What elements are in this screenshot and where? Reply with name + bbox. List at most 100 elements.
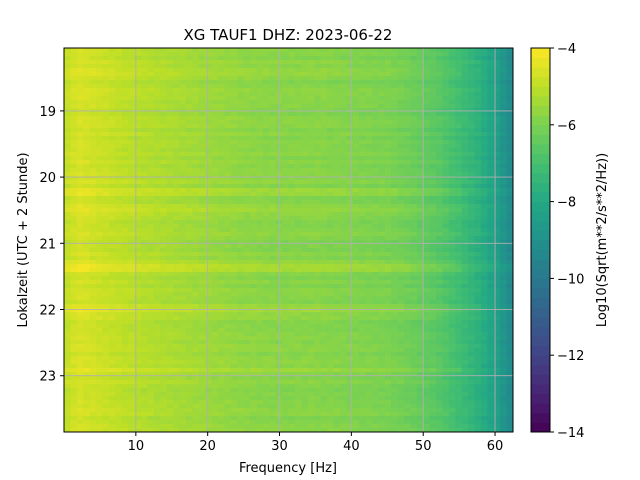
heatmap-cell — [480, 120, 488, 125]
heatmap-cell — [108, 148, 116, 153]
heatmap-cell — [346, 100, 354, 105]
heatmap-cell — [346, 320, 354, 325]
heatmap-cell — [352, 64, 360, 69]
heatmap-cell — [96, 52, 104, 57]
heatmap-cell — [160, 152, 168, 157]
heatmap-cell — [416, 104, 424, 109]
heatmap-cell — [410, 180, 418, 185]
heatmap-cell — [506, 48, 513, 53]
heatmap-cell — [147, 320, 155, 325]
heatmap-cell — [134, 72, 142, 77]
heatmap-cell — [455, 308, 463, 313]
heatmap-cell — [352, 168, 360, 173]
heatmap-cell — [423, 76, 431, 81]
heatmap-cell — [262, 96, 270, 101]
heatmap-cell — [506, 296, 513, 301]
heatmap-cell — [436, 304, 444, 309]
heatmap-cell — [89, 128, 97, 133]
heatmap-cell — [397, 288, 405, 293]
heatmap-cell — [339, 196, 347, 201]
heatmap-cell — [230, 188, 238, 193]
heatmap-cell — [108, 92, 116, 97]
heatmap-cell — [416, 96, 424, 101]
heatmap-cell — [339, 296, 347, 301]
heatmap-cell — [468, 84, 476, 89]
heatmap-cell — [314, 176, 322, 181]
heatmap-cell — [102, 216, 110, 221]
heatmap-cell — [147, 276, 155, 281]
heatmap-cell — [224, 84, 232, 89]
heatmap-cell — [506, 292, 513, 297]
heatmap-cell — [500, 280, 508, 285]
heatmap-cell — [455, 176, 463, 181]
heatmap-cell — [134, 48, 142, 53]
heatmap-cell — [96, 328, 104, 333]
heatmap-cell — [416, 192, 424, 197]
heatmap-cell — [384, 172, 392, 177]
heatmap-cell — [70, 292, 78, 297]
heatmap-cell — [294, 328, 302, 333]
heatmap-cell — [333, 60, 341, 65]
heatmap-cell — [224, 284, 232, 289]
heatmap-cell — [455, 256, 463, 261]
heatmap-cell — [185, 320, 193, 325]
heatmap-cell — [243, 224, 251, 229]
heatmap-cell — [217, 320, 225, 325]
heatmap-cell — [326, 328, 334, 333]
heatmap-cell — [442, 188, 450, 193]
heatmap-cell — [160, 256, 168, 261]
heatmap-cell — [487, 220, 495, 225]
heatmap-cell — [391, 136, 399, 141]
heatmap-cell — [352, 324, 360, 329]
heatmap-cell — [140, 220, 148, 225]
heatmap-cell — [384, 224, 392, 229]
heatmap-cell — [134, 304, 142, 309]
heatmap-cell — [205, 280, 213, 285]
heatmap-cell — [384, 80, 392, 85]
heatmap-cell — [262, 152, 270, 157]
heatmap-cell — [230, 104, 238, 109]
heatmap-cell — [76, 88, 84, 93]
heatmap-cell — [403, 292, 411, 297]
heatmap-cell — [83, 332, 91, 337]
heatmap-cell — [282, 296, 290, 301]
heatmap-cell — [250, 88, 258, 93]
heatmap-cell — [121, 220, 129, 225]
heatmap-cell — [346, 264, 354, 269]
heatmap-cell — [185, 256, 193, 261]
heatmap-cell — [371, 252, 379, 257]
heatmap-cell — [243, 52, 251, 57]
heatmap-cell — [96, 320, 104, 325]
heatmap-cell — [115, 272, 123, 277]
heatmap-cell — [198, 156, 206, 161]
heatmap-cell — [192, 204, 200, 209]
heatmap-cell — [480, 152, 488, 157]
heatmap-cell — [211, 100, 219, 105]
heatmap-cell — [384, 120, 392, 125]
heatmap-cell — [96, 172, 104, 177]
heatmap-cell — [468, 148, 476, 153]
heatmap-cell — [269, 156, 277, 161]
heatmap-cell — [153, 180, 161, 185]
heatmap-cell — [166, 192, 174, 197]
heatmap-cell — [346, 244, 354, 249]
heatmap-cell — [185, 216, 193, 221]
heatmap-cell — [493, 104, 501, 109]
heatmap-cell — [185, 248, 193, 253]
heatmap-cell — [423, 316, 431, 321]
heatmap-cell — [474, 236, 482, 241]
heatmap-cell — [410, 104, 418, 109]
heatmap-cell — [448, 164, 456, 169]
heatmap-cell — [192, 220, 200, 225]
heatmap-cell — [198, 276, 206, 281]
heatmap-cell — [391, 220, 399, 225]
heatmap-cell — [179, 192, 187, 197]
heatmap-cell — [115, 244, 123, 249]
heatmap-cell — [108, 188, 116, 193]
heatmap-cell — [403, 288, 411, 293]
heatmap-cell — [134, 188, 142, 193]
heatmap-cell — [416, 84, 424, 89]
heatmap-cell — [506, 96, 513, 101]
heatmap-cell — [102, 144, 110, 149]
heatmap-cell — [365, 128, 373, 133]
